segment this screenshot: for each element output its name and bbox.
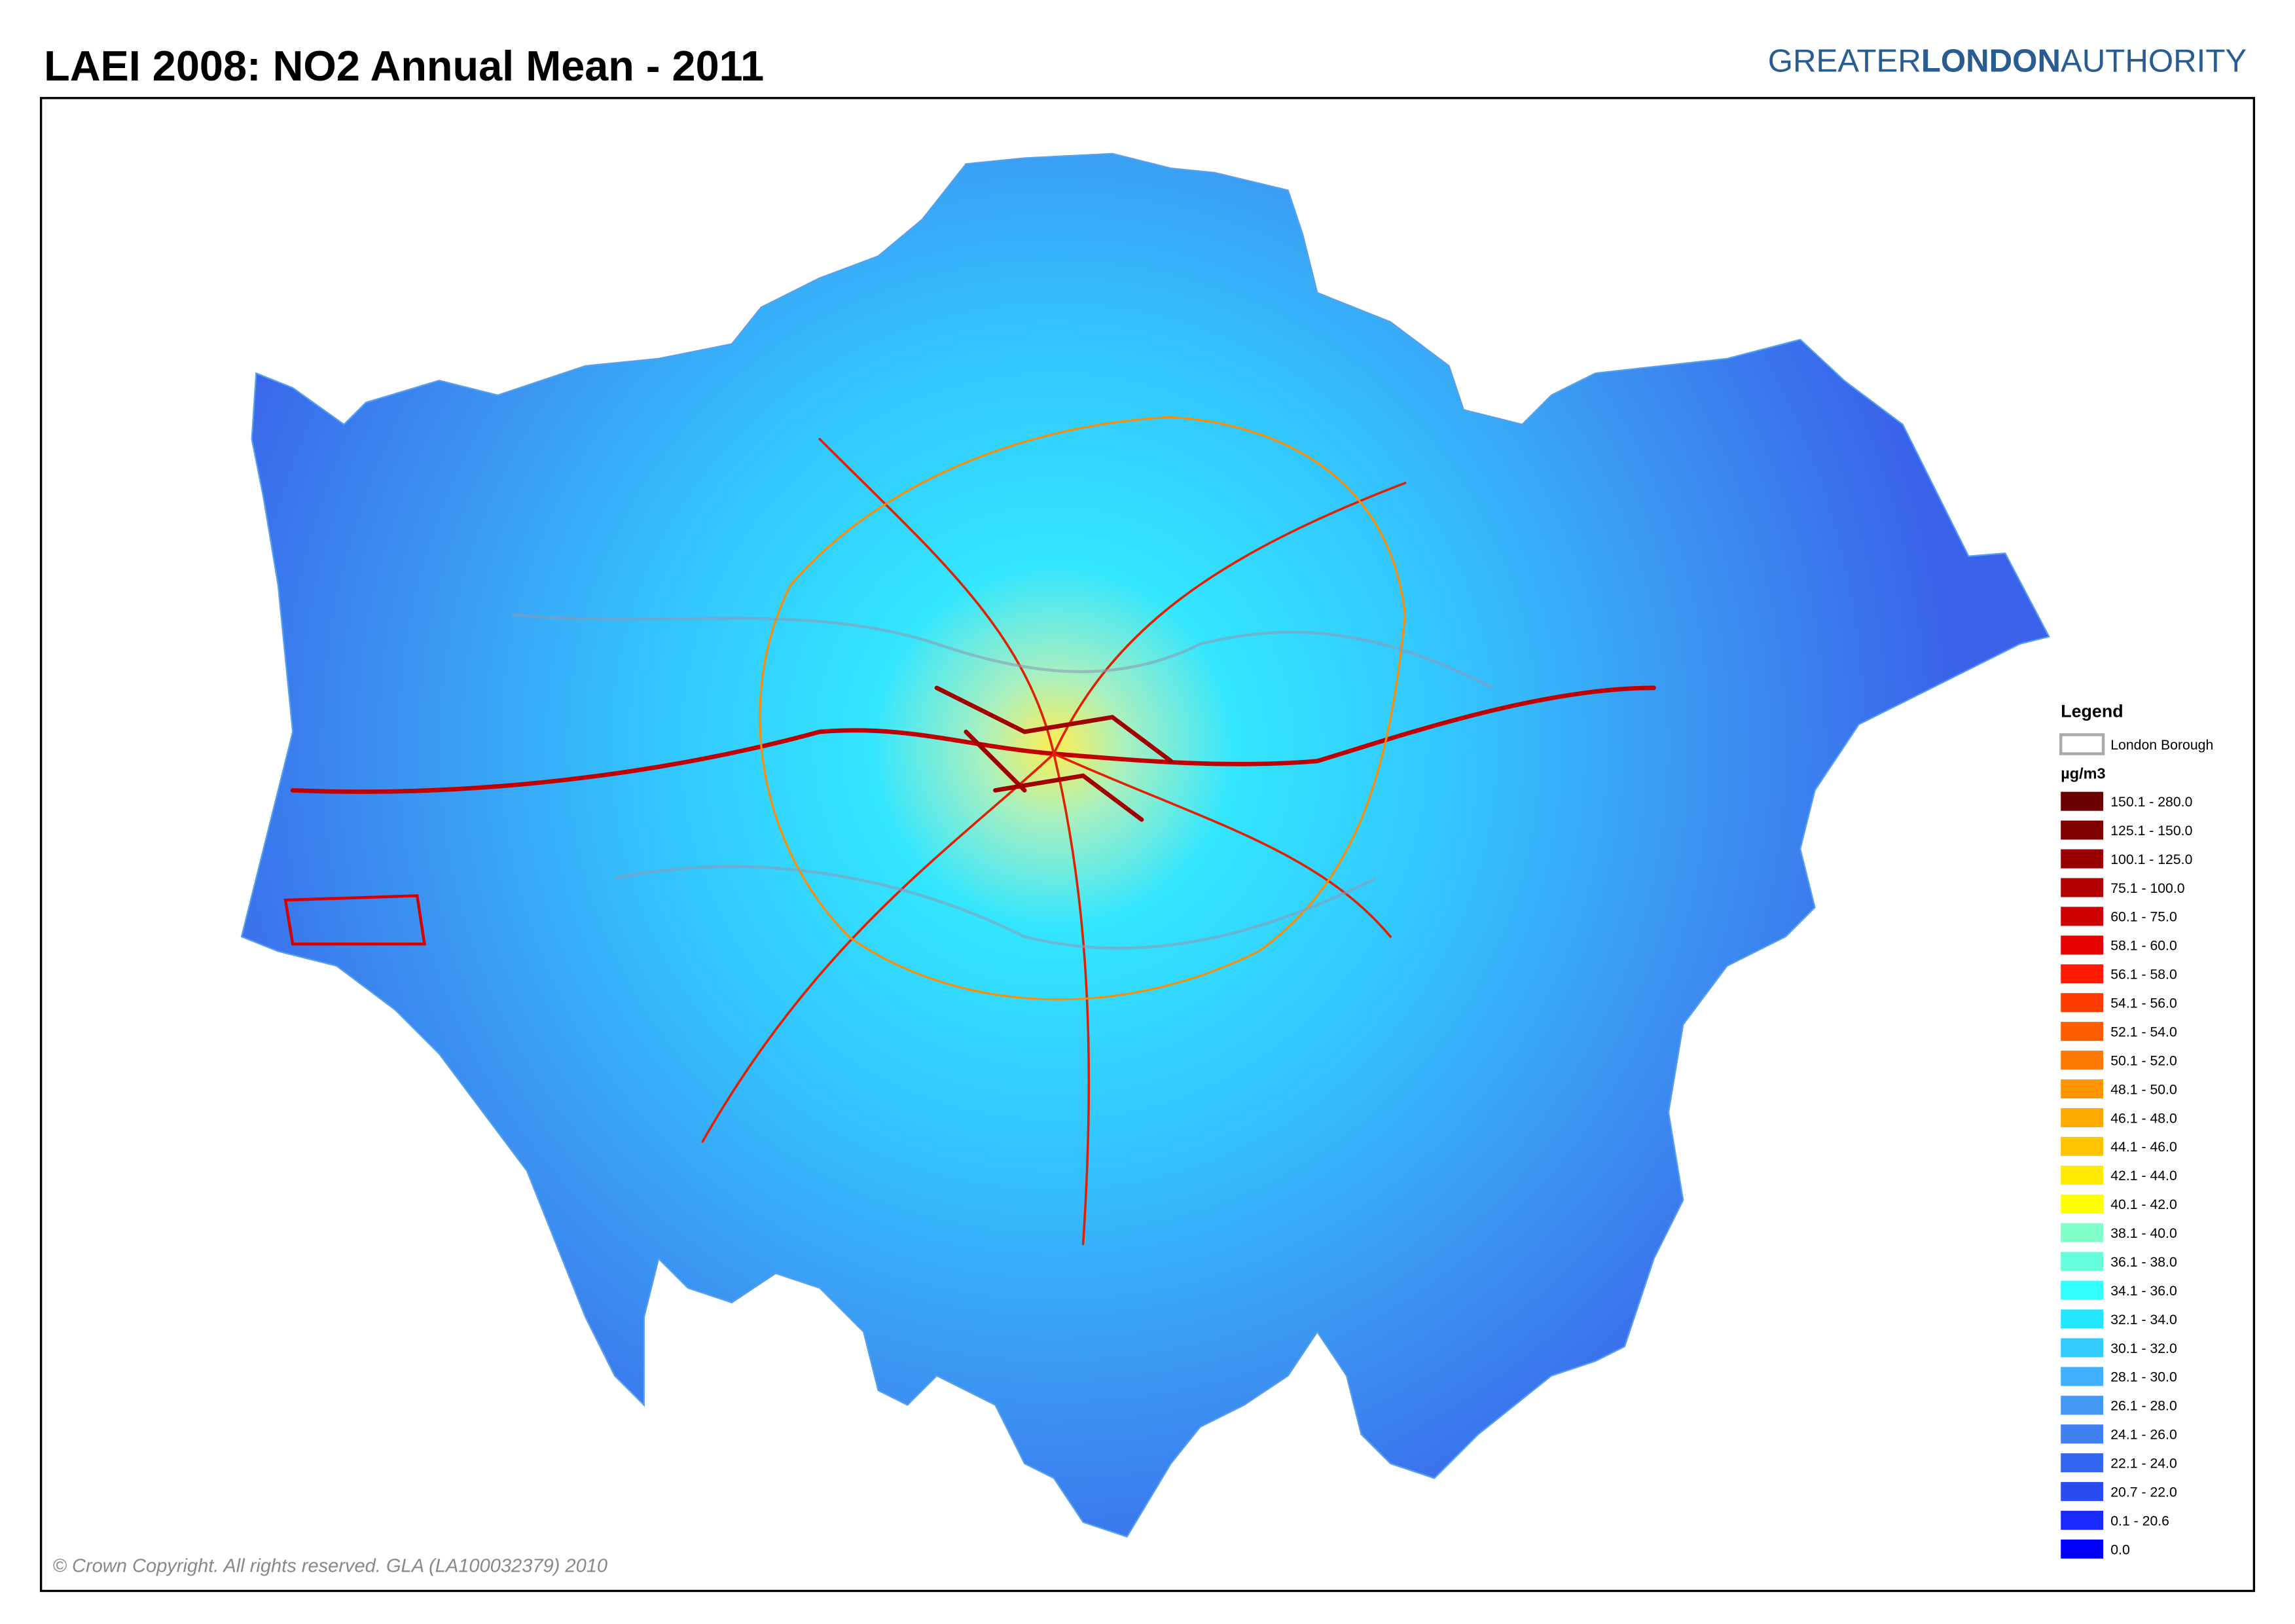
legend-swatch xyxy=(2061,1424,2104,1444)
legend-label: 125.1 - 150.0 xyxy=(2110,823,2192,839)
legend-label: 150.1 - 280.0 xyxy=(2110,794,2192,810)
legend-swatch xyxy=(2061,1367,2104,1386)
legend-label: 32.1 - 34.0 xyxy=(2110,1312,2177,1327)
legend-label: 0.1 - 20.6 xyxy=(2110,1513,2169,1528)
title: LAEI 2008: NO2 Annual Mean - 2011 xyxy=(44,42,764,90)
legend-swatch xyxy=(2061,1108,2104,1128)
legend-label: 38.1 - 40.0 xyxy=(2110,1225,2177,1241)
airport xyxy=(283,894,427,946)
legend-label: 30.1 - 32.0 xyxy=(2110,1341,2177,1356)
legend-label: 44.1 - 46.0 xyxy=(2110,1139,2177,1155)
legend-swatch xyxy=(2061,964,2104,984)
legend-label: 100.1 - 125.0 xyxy=(2110,852,2192,867)
legend-swatch xyxy=(2061,1309,2104,1329)
legend-label: London Borough xyxy=(2110,737,2213,753)
legend-swatch xyxy=(2061,907,2104,926)
legend-swatch xyxy=(2061,1022,2104,1041)
legend-label: 56.1 - 58.0 xyxy=(2110,967,2177,983)
legend-label: 36.1 - 38.0 xyxy=(2110,1254,2177,1270)
legend-swatch xyxy=(2061,1453,2104,1473)
legend-label: 24.1 - 26.0 xyxy=(2110,1427,2177,1443)
legend-unit: µg/m3 xyxy=(2061,765,2105,782)
legend-label: 54.1 - 56.0 xyxy=(2110,996,2177,1011)
legend-swatch xyxy=(2061,878,2104,897)
legend-swatch xyxy=(2061,935,2104,955)
legend-label: 26.1 - 28.0 xyxy=(2110,1398,2177,1414)
legend: Legend London Borough µg/m3 150.1 - 280.… xyxy=(2059,702,2213,1559)
roads xyxy=(283,416,1656,1246)
legend-label: 22.1 - 24.0 xyxy=(2110,1456,2177,1471)
logo-part: AUTHORITY xyxy=(2061,43,2247,79)
legend-swatch xyxy=(2061,820,2104,840)
legend-label: 28.1 - 30.0 xyxy=(2110,1369,2177,1385)
legend-swatch xyxy=(2061,1194,2104,1214)
legend-label: 50.1 - 52.0 xyxy=(2110,1053,2177,1068)
legend-title: Legend xyxy=(2061,702,2123,721)
frame xyxy=(39,97,2256,1593)
legend-swatch xyxy=(2061,1539,2104,1559)
road xyxy=(934,685,1174,822)
legend-swatch xyxy=(2061,1223,2104,1242)
legend-swatch xyxy=(2061,1136,2104,1156)
legend-swatch xyxy=(2061,1511,2104,1530)
logo: GREATERLONDONAUTHORITY xyxy=(1768,43,2247,79)
legend-label: 48.1 - 50.0 xyxy=(2110,1081,2177,1097)
legend-swatch xyxy=(2061,1280,2104,1300)
legend-swatch xyxy=(2061,1165,2104,1185)
boundary-swatch xyxy=(2059,733,2105,755)
legend-swatch xyxy=(2061,1051,2104,1070)
road xyxy=(290,685,1656,794)
legend-label: 40.1 - 42.0 xyxy=(2110,1197,2177,1212)
legend-label: 60.1 - 75.0 xyxy=(2110,909,2177,925)
legend-swatch xyxy=(2061,1252,2104,1271)
legend-label: 0.0 xyxy=(2110,1542,2130,1557)
legend-label: 58.1 - 60.0 xyxy=(2110,938,2177,954)
legend-swatch xyxy=(2061,791,2104,811)
legend-swatch xyxy=(2061,1482,2104,1502)
road xyxy=(701,437,1407,1246)
legend-swatch xyxy=(2061,993,2104,1013)
legend-label: 20.7 - 22.0 xyxy=(2110,1484,2177,1500)
borough-boundary xyxy=(512,613,1494,950)
logo-part: GREATER xyxy=(1768,43,1921,79)
legend-label: 75.1 - 100.0 xyxy=(2110,880,2184,896)
london-outline xyxy=(240,153,2050,1538)
legend-label: 34.1 - 36.0 xyxy=(2110,1283,2177,1299)
copyright: © Crown Copyright. All rights reserved. … xyxy=(53,1555,608,1576)
road xyxy=(759,416,1407,1001)
legend-label: 46.1 - 48.0 xyxy=(2110,1110,2177,1126)
legend-swatch xyxy=(2061,1338,2104,1358)
legend-swatch xyxy=(2061,849,2104,869)
legend-label: 42.1 - 44.0 xyxy=(2110,1168,2177,1183)
legend-swatch xyxy=(2061,1396,2104,1415)
legend-label: 52.1 - 54.0 xyxy=(2110,1024,2177,1039)
logo-part: LONDON xyxy=(1921,43,2061,79)
legend-swatch xyxy=(2061,1079,2104,1099)
